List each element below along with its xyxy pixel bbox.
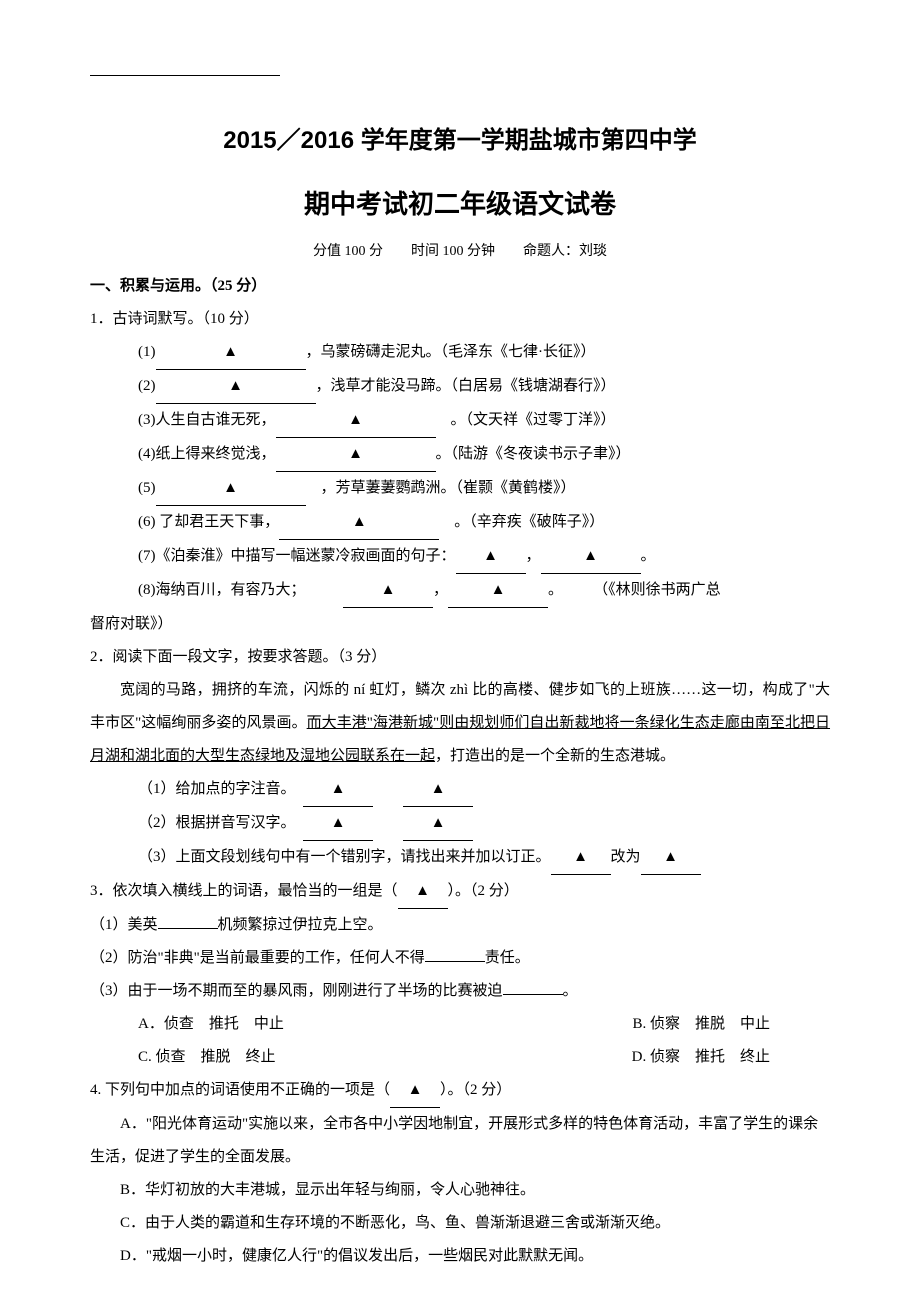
q1-i7-prefix: (7)《泊秦淮》中描写一幅迷蒙冷寂画面的句子： xyxy=(138,548,456,564)
q4-heading: 4. 下列句中加点的词语使用不正确的一项是（▲）。（2 分） xyxy=(90,1074,830,1108)
fill-blank: ▲ xyxy=(156,472,306,506)
q1-i6-after: 。（辛弃疾《破阵子》） xyxy=(439,514,604,530)
q3-s1-post: 机频繁掠过伊拉克上空。 xyxy=(218,917,383,933)
q3-sub1: （1）美英 机频繁掠过伊拉克上空。 xyxy=(90,909,830,942)
q1-i1-after: ，乌蒙磅礴走泥丸。（毛泽东《七律·长征》） xyxy=(306,344,596,360)
q3-s2-post: 责任。 xyxy=(485,950,530,966)
q2-heading: 2．阅读下面一段文字，按要求答题。（3 分） xyxy=(90,641,830,674)
header-rule xyxy=(90,75,280,76)
q4-opt-a: A．"阳光体育运动"实施以来，全市各中小学因地制宜，开展形式多样的特色体育活动，… xyxy=(90,1108,830,1174)
q3-options-row1: A．侦查 推托 中止 B. 侦察 推脱 中止 xyxy=(90,1008,830,1041)
q3-options-row2: C. 侦查 推脱 终止 D. 侦察 推托 终止 xyxy=(90,1041,830,1074)
q3-sub3: （3）由于一场不期而至的暴风雨，刚刚进行了半场的比赛被迫 。 xyxy=(90,975,830,1008)
q1-i3-after: 。（文天祥《过零丁洋》） xyxy=(436,412,616,428)
q3-opt-d: D. 侦察 推托 终止 xyxy=(632,1041,770,1074)
q2-sub2: （2）根据拼音写汉字。 ▲ ▲ xyxy=(90,807,830,841)
q1-i5-prefix: (5) xyxy=(138,480,156,496)
q2-sub3: （3）上面文段划线句中有一个错别字，请找出来并加以订正。▲改为▲ xyxy=(90,841,830,875)
fill-blank: ▲ xyxy=(541,540,641,574)
fill-blank: ▲ xyxy=(303,773,373,807)
fill-blank: ▲ xyxy=(456,540,526,574)
q4-opt-b: B．华灯初放的大丰港城，显示出年轻与绚丽，令人心驰神往。 xyxy=(90,1174,830,1207)
q3-opt-c: C. 侦查 推脱 终止 xyxy=(138,1041,276,1074)
q4-head-post: ）。（2 分） xyxy=(440,1082,511,1098)
q3-s3-post: 。 xyxy=(563,983,578,999)
q1-i5-after: ，芳草萋萋鹦鹉洲。（崔颢《黄鹤楼》） xyxy=(306,480,576,496)
fill-blank: ▲ xyxy=(303,807,373,841)
q3-sub2: （2）防治"非典"是当前最重要的工作，任何人不得 责任。 xyxy=(90,942,830,975)
fill-blank: ▲ xyxy=(279,506,439,540)
fill-blank: ▲ xyxy=(390,1074,440,1108)
q1-i7-mid: ， xyxy=(526,548,541,564)
q3-s1-pre: （1）美英 xyxy=(90,917,158,933)
fill-blank: ▲ xyxy=(276,438,436,472)
q2-sub3-mid: 改为 xyxy=(611,849,641,865)
q3-head-post: ）。（2 分） xyxy=(448,883,519,899)
fill-blank xyxy=(503,994,563,995)
fill-blank: ▲ xyxy=(448,574,548,608)
q3-opt-b: B. 侦察 推脱 中止 xyxy=(632,1008,770,1041)
q1-i8-prefix: (8)海纳百川，有容乃大； xyxy=(138,582,298,598)
q1-item-4: (4)纸上得来终觉浅，▲。（陆游《冬夜读书示子聿》） xyxy=(90,438,830,472)
fill-blank: ▲ xyxy=(398,875,448,909)
q3-s2-pre: （2）防治"非典"是当前最重要的工作，任何人不得 xyxy=(90,950,425,966)
meta-line: 分值 100 分 时间 100 分钟 命题人：刘琰 xyxy=(90,237,830,268)
section1-heading: 一、积累与运用。（25 分） xyxy=(90,270,830,303)
q3-head-pre: 3．依次填入横线上的词语，最恰当的一组是（ xyxy=(90,883,398,899)
q3-heading: 3．依次填入横线上的词语，最恰当的一组是（▲）。（2 分） xyxy=(90,875,830,909)
q1-i8-after: 。 xyxy=(548,582,556,598)
q1-i8-mid: ， xyxy=(433,582,448,598)
fill-blank: ▲ xyxy=(276,404,436,438)
q3-s3-pre: （3）由于一场不期而至的暴风雨，刚刚进行了半场的比赛被迫 xyxy=(90,983,503,999)
q1-i1-prefix: (1) xyxy=(138,344,156,360)
fill-blank: ▲ xyxy=(641,841,701,875)
q1-item-3: (3)人生自古谁无死，▲ 。（文天祥《过零丁洋》） xyxy=(90,404,830,438)
q1-item-6: (6) 了却君王天下事，▲ 。（辛弃疾《破阵子》） xyxy=(90,506,830,540)
title-line1: 2015／2016 学年度第一学期盐城市第四中学 xyxy=(90,115,830,168)
title-line2: 期中考试初二年级语文试卷 xyxy=(90,176,830,233)
q4-head-pre: 4. 下列句中加点的词语使用不正确的一项是（ xyxy=(90,1082,390,1098)
q1-i2-prefix: (2) xyxy=(138,378,156,394)
q1-i7-after: 。 xyxy=(641,548,656,564)
fill-blank: ▲ xyxy=(343,574,433,608)
fill-blank: ▲ xyxy=(403,773,473,807)
q2-sub3-pre: （3）上面文段划线句中有一个错别字，请找出来并加以订正。 xyxy=(138,849,551,865)
q2-passage: 宽阔的马路，拥挤的车流，闪烁的 ní 虹灯，鳞次 zhì 比的高楼、健步如飞的上… xyxy=(90,674,830,773)
q2-sub1: （1）给加点的字注音。 ▲ ▲ xyxy=(90,773,830,807)
q1-item-2: (2)▲，浅草才能没马蹄。（白居易《钱塘湖春行》） xyxy=(90,370,830,404)
q1-item-1: (1)▲，乌蒙磅礴走泥丸。（毛泽东《七律·长征》） xyxy=(90,336,830,370)
q1-i4-prefix: (4)纸上得来终觉浅， xyxy=(138,446,276,462)
fill-blank: ▲ xyxy=(156,336,306,370)
q1-item-5: (5)▲ ，芳草萋萋鹦鹉洲。（崔颢《黄鹤楼》） xyxy=(90,472,830,506)
q1-tail: 督府对联》） xyxy=(90,608,830,641)
q1-i2-after: ，浅草才能没马蹄。（白居易《钱塘湖春行》） xyxy=(316,378,616,394)
q1-heading: 1．古诗词默写。（10 分） xyxy=(90,303,830,336)
q1-item-8: (8)海纳百川，有容乃大； ▲，▲。 （《林则徐书两广总 xyxy=(90,574,830,608)
q1-i3-prefix: (3)人生自古谁无死， xyxy=(138,412,276,428)
fill-blank: ▲ xyxy=(403,807,473,841)
fill-blank: ▲ xyxy=(156,370,316,404)
q1-i8-tail: （《林则徐书两广总 xyxy=(601,582,721,598)
q2-sub1-text: （1）给加点的字注音。 xyxy=(138,781,288,797)
fill-blank: ▲ xyxy=(551,841,611,875)
fill-blank xyxy=(425,961,485,962)
fill-blank xyxy=(158,928,218,929)
q1-i6-prefix: (6) 了却君王天下事， xyxy=(138,514,279,530)
q3-opt-a: A．侦查 推托 中止 xyxy=(138,1008,284,1041)
q4-opt-c: C．由于人类的霸道和生存环境的不断恶化，鸟、鱼、兽渐渐退避三舍或渐渐灭绝。 xyxy=(90,1207,830,1240)
q4-opt-d: D．"戒烟一小时，健康亿人行"的倡议发出后，一些烟民对此默默无闻。 xyxy=(90,1240,830,1273)
q1-i4-after: 。（陆游《冬夜读书示子聿》） xyxy=(436,446,631,462)
q2-sub2-text: （2）根据拼音写汉字。 xyxy=(138,815,288,831)
q2-passage-post: ，打造出的是一个全新的生态港城。 xyxy=(435,748,675,764)
q1-item-7: (7)《泊秦淮》中描写一幅迷蒙冷寂画面的句子：▲，▲。 xyxy=(90,540,830,574)
